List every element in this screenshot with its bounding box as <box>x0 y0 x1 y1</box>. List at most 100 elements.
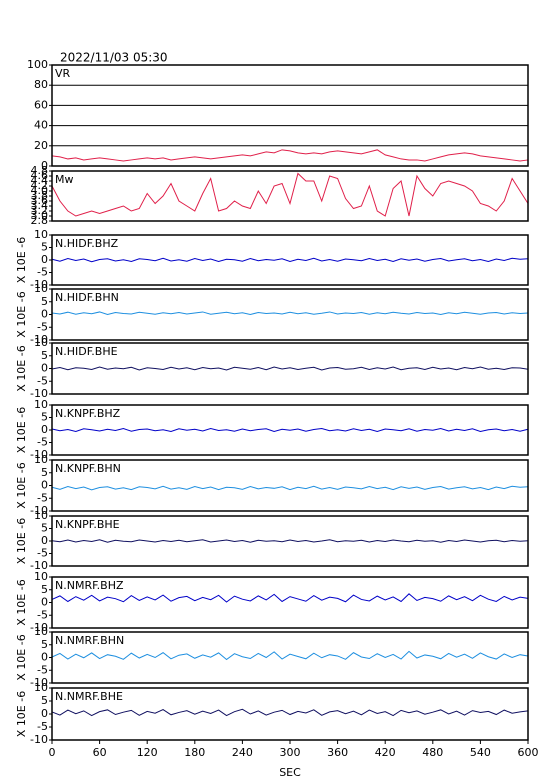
trace-line <box>51 311 529 316</box>
trace-line <box>51 539 529 543</box>
panel-label: N.NMRF.BHE <box>55 690 123 703</box>
y-tick-label: -5 <box>37 436 48 449</box>
y-tick-label: 5 <box>41 522 48 535</box>
y-tick-label: -5 <box>37 547 48 560</box>
y-tick-label: 0 <box>41 423 48 436</box>
panel-frame <box>51 234 529 286</box>
y-tick-label: 0 <box>41 479 48 492</box>
trace-line <box>51 427 529 433</box>
panel-frame <box>51 342 529 395</box>
y-tick-label: 0 <box>41 362 48 375</box>
y-tick-label: -10 <box>30 676 48 689</box>
panel-label: VR <box>55 67 71 80</box>
x-tick-label: 480 <box>422 746 443 759</box>
panel-frame <box>51 404 529 456</box>
trace-line <box>51 485 529 491</box>
y-tick-label: -10 <box>30 621 48 634</box>
panel-label: N.HIDF.BHZ <box>55 237 119 250</box>
panel-label: N.NMRF.BHZ <box>55 579 124 592</box>
y-tick-label: 0 <box>41 651 48 664</box>
y-tick-label: 2.8 <box>31 214 49 227</box>
y-tick-label: 3.2 <box>31 204 49 217</box>
panel-label: N.HIDF.BHN <box>55 291 119 304</box>
y-tick-label: 10 <box>34 336 48 349</box>
y-tick-label: -10 <box>30 333 48 346</box>
y-tick-label: 100 <box>27 58 48 71</box>
y-axis-label: X 10E -6 <box>15 345 28 391</box>
chart-title: 2022/11/03 05:30 <box>60 51 168 65</box>
x-axis-label: SEC <box>279 766 301 779</box>
y-tick-label: 0 <box>41 534 48 547</box>
y-axis-label: X 10E -6 <box>15 691 28 737</box>
trace-line <box>51 257 529 263</box>
panel-label: N.NMRF.BHN <box>55 634 124 647</box>
x-tick-label: 600 <box>518 746 539 759</box>
y-tick-label: -10 <box>30 448 48 461</box>
y-tick-label: 10 <box>34 398 48 411</box>
panel-frame <box>51 288 529 341</box>
x-tick-label: 540 <box>470 746 491 759</box>
panel-frame <box>51 459 529 512</box>
y-tick-label: 10 <box>34 570 48 583</box>
y-tick-label: 0 <box>41 159 48 172</box>
y-tick-label: 5 <box>41 241 48 254</box>
y-axis-label: X 10E -6 <box>15 634 28 680</box>
y-tick-label: -5 <box>37 608 48 621</box>
y-tick-label: 4.4 <box>31 174 49 187</box>
y-tick-label: 80 <box>34 78 48 91</box>
x-tick-label: 300 <box>280 746 301 759</box>
panel-label: Mw <box>55 173 74 186</box>
y-tick-label: 10 <box>34 625 48 638</box>
y-axis-label: X 10E -6 <box>15 462 28 508</box>
y-tick-label: 5 <box>41 349 48 362</box>
y-tick-label: 5 <box>41 694 48 707</box>
y-tick-label: 10 <box>34 453 48 466</box>
y-tick-label: 10 <box>34 509 48 522</box>
y-tick-label: -10 <box>30 733 48 746</box>
x-tick-label: 420 <box>375 746 396 759</box>
panel-frame <box>51 515 529 567</box>
y-tick-label: 5 <box>41 638 48 651</box>
trace-line <box>51 593 529 603</box>
y-tick-label: 3.6 <box>31 194 49 207</box>
y-tick-label: -10 <box>30 504 48 517</box>
trace-line <box>51 650 529 661</box>
y-tick-label: 3.0 <box>31 209 49 222</box>
y-tick-label: 10 <box>34 228 48 241</box>
y-axis-label: X 10E -6 <box>15 407 28 453</box>
x-tick-label: 360 <box>327 746 348 759</box>
y-tick-label: -10 <box>30 387 48 400</box>
trace-line <box>51 172 529 217</box>
y-tick-label: -5 <box>37 663 48 676</box>
panel-frame <box>51 170 529 222</box>
y-tick-label: 0 <box>41 253 48 266</box>
y-tick-label: 3.4 <box>31 199 49 212</box>
trace-line <box>51 366 529 371</box>
y-tick-label: 10 <box>34 282 48 295</box>
y-axis-label: X 10E -6 <box>15 518 28 564</box>
y-tick-label: -5 <box>37 266 48 279</box>
y-tick-label: 4.2 <box>31 179 49 192</box>
y-tick-label: 5 <box>41 295 48 308</box>
y-tick-label: 5 <box>41 583 48 596</box>
panel-label: N.KNPF.BHZ <box>55 407 121 420</box>
y-tick-label: 10 <box>34 681 48 694</box>
y-tick-label: 4.6 <box>31 169 49 182</box>
y-tick-label: -10 <box>30 559 48 572</box>
y-tick-label: 0 <box>41 308 48 321</box>
y-tick-label: -5 <box>37 491 48 504</box>
y-tick-label: 5 <box>41 466 48 479</box>
y-tick-label: 0 <box>41 707 48 720</box>
y-tick-label: 60 <box>34 98 48 111</box>
panel-label: N.KNPF.BHN <box>55 462 121 475</box>
x-tick-label: 0 <box>49 746 56 759</box>
y-tick-label: -5 <box>37 374 48 387</box>
y-tick-label: 0 <box>41 596 48 609</box>
panel-frame <box>51 576 529 629</box>
y-tick-label: 4.8 <box>31 164 49 177</box>
y-tick-label: 3.8 <box>31 189 49 202</box>
y-tick-label: -5 <box>37 320 48 333</box>
y-tick-label: 4.0 <box>31 184 49 197</box>
panel-label: N.KNPF.BHE <box>55 518 120 531</box>
